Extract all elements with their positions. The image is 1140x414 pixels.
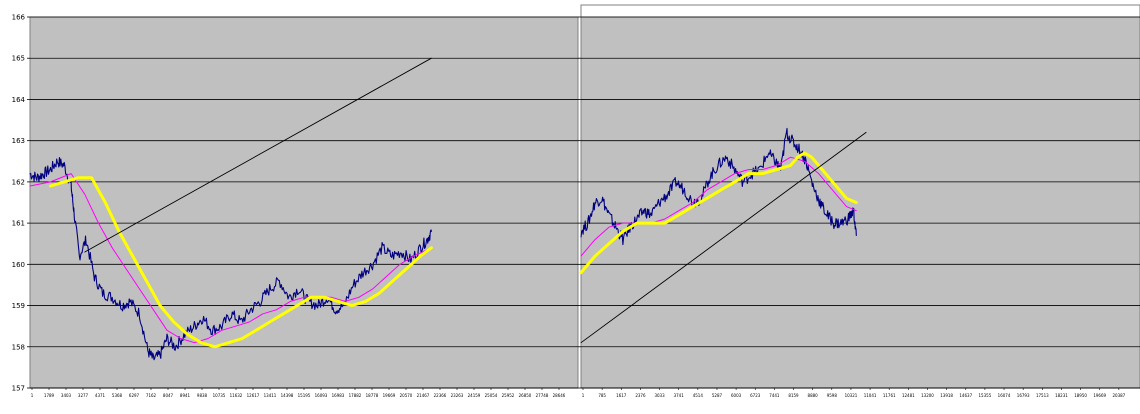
x-tick-label-13: 9598 — [827, 393, 838, 398]
x-tick-label-21: 19669 — [383, 393, 396, 398]
x-tick-label-23: 16793 — [1017, 393, 1030, 398]
x-tick-label-3: 2376 — [635, 393, 646, 398]
y-tick-label-160: 160 — [12, 261, 25, 269]
x-tick-label-11: 10735 — [213, 393, 226, 398]
x-tick-label-9: 8941 — [180, 393, 191, 398]
x-tick-label-4: 4371 — [95, 393, 106, 398]
x-tick-label-16: 11761 — [883, 393, 896, 398]
x-tick-label-29: 26850 — [519, 393, 532, 398]
x-tick-label-4: 3033 — [654, 393, 665, 398]
x-tick-label-27: 25054 — [485, 393, 498, 398]
y-tick-label-166: 166 — [12, 14, 26, 22]
x-tick-label-25: 18231 — [1055, 393, 1068, 398]
x-tick-label-22: 16074 — [998, 393, 1011, 398]
x-tick-label-20: 14637 — [959, 393, 972, 398]
x-tick-label-19: 13918 — [940, 393, 953, 398]
y-tick-label-161: 161 — [12, 220, 25, 228]
x-tick-label-31: 28646 — [553, 393, 566, 398]
x-tick-label-13: 12617 — [247, 393, 260, 398]
x-tick-label-0: 1 — [31, 393, 34, 398]
y-tick-label-158: 158 — [12, 343, 25, 351]
x-tick-label-19: 17882 — [349, 393, 362, 398]
x-tick-label-3: 3277 — [78, 393, 89, 398]
x-tick-label-8: 8047 — [163, 393, 174, 398]
x-tick-label-10: 9838 — [197, 393, 208, 398]
x-tick-label-15: 14398 — [281, 393, 294, 398]
x-tick-label-28: 20387 — [1112, 393, 1125, 398]
x-tick-label-1: 1789 — [44, 393, 55, 398]
x-tick-label-8: 6003 — [731, 393, 742, 398]
x-tick-label-17: 16093 — [315, 393, 328, 398]
x-tick-label-26: 24159 — [468, 393, 481, 398]
x-tick-label-20: 18778 — [366, 393, 379, 398]
x-tick-label-9: 6723 — [750, 393, 761, 398]
x-tick-label-5: 5368 — [112, 393, 123, 398]
x-tick-label-17: 12481 — [902, 393, 915, 398]
x-tick-label-10: 7441 — [769, 393, 780, 398]
x-tick-label-25: 23263 — [451, 393, 464, 398]
x-tick-label-24: 22366 — [434, 393, 447, 398]
trendline-line — [580, 131, 867, 344]
y-tick-label-163: 163 — [12, 137, 25, 145]
x-tick-label-24: 17513 — [1036, 393, 1049, 398]
x-tick-label-0: 1 — [582, 393, 585, 398]
left-chart-panel: 157 158 159 160 161 162 163 164 165 166 1 1789 3403 3… — [12, 14, 579, 398]
x-tick-label-14: 13411 — [264, 393, 277, 398]
x-tick-label-6: 6297 — [129, 393, 140, 398]
x-tick-label-18: 13200 — [921, 393, 934, 398]
x-tick-label-12: 11632 — [230, 393, 243, 398]
x-tick-label-12: 8880 — [808, 393, 819, 398]
x-tick-label-7: 5287 — [712, 393, 723, 398]
x-tick-label-23: 21467 — [417, 393, 430, 398]
x-tick-label-2: 1617 — [616, 393, 627, 398]
plot-area — [580, 16, 1140, 389]
x-tick-label-2: 3403 — [61, 393, 72, 398]
x-tick-label-15: 11041 — [864, 393, 877, 398]
y-tick-label-165: 165 — [12, 55, 25, 63]
plot-area — [29, 16, 579, 389]
x-tick-label-14: 10321 — [845, 393, 858, 398]
x-tick-label-21: 15355 — [979, 393, 992, 398]
x-tick-label-7: 7162 — [146, 393, 157, 398]
x-tick-label-26: 18950 — [1074, 393, 1087, 398]
x-tick-label-16: 15195 — [298, 393, 311, 398]
x-tick-label-18: 16983 — [332, 393, 345, 398]
x-tick-label-28: 25952 — [502, 393, 515, 398]
y-tick-label-164: 164 — [12, 96, 26, 104]
moving-average-long-line — [579, 151, 858, 275]
x-tick-label-30: 27748 — [536, 393, 549, 398]
x-tick-label-27: 19669 — [1093, 393, 1106, 398]
moving-average-short-line — [580, 156, 857, 257]
x-tick-label-6: 4514 — [693, 393, 704, 398]
x-tick-label-1: 785 — [598, 393, 606, 398]
trendline-line — [84, 57, 432, 253]
y-tick-label-159: 159 — [12, 302, 25, 310]
y-tick-label-162: 162 — [12, 178, 25, 186]
price-line — [29, 157, 432, 361]
right-chart-panel: 1 785 1617 2376 3033 3741 4514 5287 6003 6723 7441… — [578, 4, 1140, 398]
x-tick-label-5: 3741 — [674, 393, 685, 398]
x-tick-label-11: 8159 — [788, 393, 799, 398]
panel-header-strip — [580, 4, 1140, 18]
moving-average-long-line — [49, 176, 433, 349]
y-tick-label-157: 157 — [12, 385, 25, 393]
x-tick-label-22: 20570 — [400, 393, 413, 398]
